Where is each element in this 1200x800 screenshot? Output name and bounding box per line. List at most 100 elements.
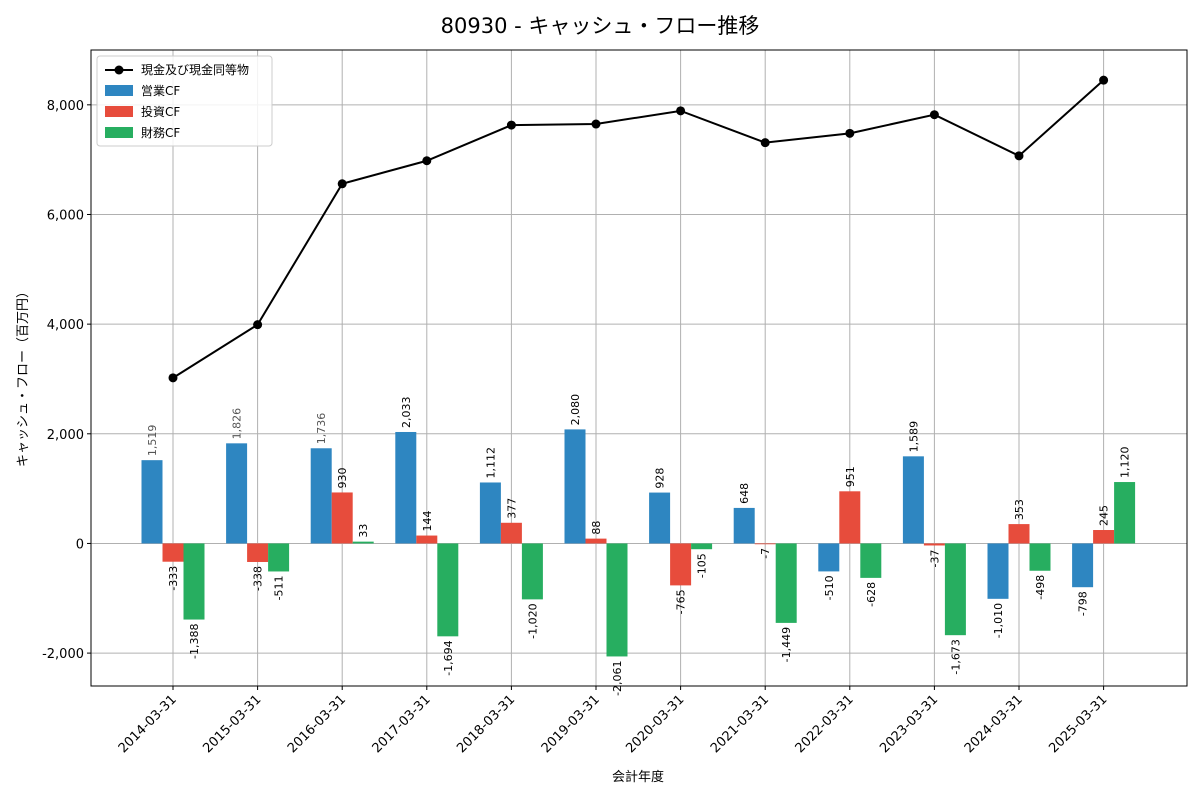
- bar-value-label: -511: [273, 575, 286, 600]
- bar-value-label: 245: [1098, 505, 1111, 526]
- x-tick-label: 2025-03-31: [1046, 692, 1110, 756]
- bar-value-label: -1,673: [949, 639, 962, 674]
- bar-financing: [691, 543, 713, 550]
- plot-frame: [90, 49, 1188, 687]
- bar-value-label: 1,519: [146, 425, 159, 457]
- bar-operating: [1072, 543, 1094, 588]
- y-tick-label: 2,000: [47, 428, 84, 443]
- x-tick-label: 2024-03-31: [962, 692, 1026, 756]
- cash-line-point: [676, 106, 686, 116]
- bar-financing: [606, 543, 628, 657]
- bar-operating: [733, 507, 755, 544]
- bar-value-label: -37: [928, 549, 941, 567]
- bar-value-label: 144: [421, 511, 434, 532]
- chart-title: 80930 - キャッシュ・フロー推移: [441, 14, 760, 38]
- bar-operating: [226, 443, 248, 544]
- bar-value-label: 1,736: [315, 413, 328, 445]
- bar-value-label: -1,020: [526, 603, 539, 638]
- legend-label-cash: 現金及び現金同等物: [141, 62, 249, 77]
- bar-financing: [268, 543, 290, 572]
- legend-line-marker: [114, 65, 124, 75]
- bar-value-label: 1,589: [907, 421, 920, 453]
- bar-investing: [162, 543, 184, 562]
- cash-line-point: [1014, 151, 1024, 161]
- bar-investing: [670, 543, 692, 586]
- bar-value-label: -510: [823, 575, 836, 600]
- bar-investing: [500, 522, 522, 544]
- bar-operating: [141, 460, 163, 544]
- bar-investing: [331, 492, 353, 544]
- x-tick-label: 2017-03-31: [370, 692, 434, 756]
- bar-financing: [437, 543, 459, 637]
- x-tick-label: 2019-03-31: [539, 692, 603, 756]
- cash-line-point: [168, 373, 178, 383]
- cash-line-point: [845, 128, 855, 138]
- x-tick-label: 2020-03-31: [623, 692, 687, 756]
- bar-value-label: -628: [865, 582, 878, 607]
- cash-line-point: [1099, 75, 1109, 85]
- bar-value-label: -2,061: [611, 660, 624, 695]
- bar-value-label: 648: [738, 483, 751, 504]
- legend-label-operating: 営業CF: [141, 84, 180, 98]
- bar-operating: [479, 482, 501, 544]
- legend-label-financing: 財務CF: [141, 125, 180, 140]
- cash-line-point: [760, 138, 770, 148]
- legend-swatch-operating: [105, 85, 133, 96]
- x-tick-label: 2018-03-31: [454, 692, 518, 756]
- legend-label-investing: 投資CF: [141, 104, 180, 119]
- y-tick-label: 8,000: [47, 99, 84, 114]
- cash-line-point: [929, 110, 939, 120]
- bar-investing: [1093, 530, 1115, 544]
- bar-value-label: 2,033: [400, 396, 413, 428]
- bar-investing: [1008, 524, 1030, 544]
- bar-investing: [585, 538, 607, 544]
- bar-value-label: -1,449: [780, 627, 793, 662]
- bar-value-label: 930: [336, 467, 349, 488]
- y-tick-label: 6,000: [47, 208, 84, 223]
- cash-line-point: [253, 320, 263, 330]
- bar-financing: [183, 543, 205, 620]
- bar-financing: [1114, 482, 1136, 544]
- bar-financing: [521, 543, 543, 600]
- bar-value-label: 1,120: [1119, 447, 1132, 479]
- bar-financing: [944, 543, 966, 636]
- bar-investing: [839, 491, 861, 544]
- bar-operating: [395, 431, 417, 544]
- bar-value-label: -1,694: [442, 640, 455, 675]
- bar-financing: [352, 541, 374, 544]
- bar-operating: [564, 429, 586, 544]
- bar-value-label: 353: [1013, 499, 1026, 520]
- y-axis-label: キャッシュ・フロー（百万円）: [16, 285, 31, 467]
- x-axis-label: 会計年度: [612, 769, 664, 785]
- cash-line-point: [591, 119, 601, 129]
- bar-financing: [860, 543, 882, 578]
- bar-investing: [247, 543, 269, 562]
- legend-swatch-investing: [105, 106, 133, 117]
- bar-value-label: 1,826: [231, 408, 244, 440]
- bar-investing: [923, 543, 945, 546]
- bar-value-label: -498: [1034, 575, 1047, 600]
- bar-value-label: -1,010: [992, 603, 1005, 638]
- x-tick-label: 2016-03-31: [285, 692, 349, 756]
- bar-value-label: -333: [167, 566, 180, 591]
- y-tick-label: 4,000: [47, 318, 84, 333]
- y-tick-label: 0: [76, 537, 84, 552]
- bar-operating: [987, 543, 1009, 599]
- bar-investing: [416, 535, 438, 544]
- y-tick-label: -2,000: [42, 647, 84, 662]
- cash-line-point: [337, 179, 347, 189]
- bar-value-label: -765: [675, 589, 688, 614]
- bar-investing: [754, 543, 776, 545]
- bar-value-label: 928: [654, 468, 667, 489]
- bar-value-label: 1,112: [484, 447, 497, 479]
- bar-value-label: 377: [505, 498, 518, 519]
- bar-operating: [310, 448, 332, 544]
- bar-value-label: -105: [696, 553, 709, 578]
- x-tick-label: 2021-03-31: [708, 692, 772, 756]
- x-tick-label: 2023-03-31: [877, 692, 941, 756]
- bar-value-label: -798: [1077, 591, 1090, 616]
- cash-line-point: [506, 120, 516, 130]
- x-tick-label: 2015-03-31: [200, 692, 264, 756]
